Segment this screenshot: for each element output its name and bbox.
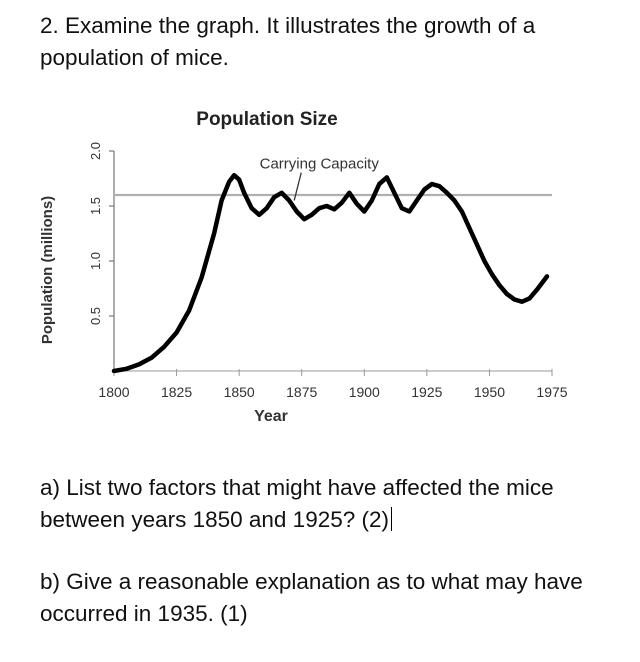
y-tick-label: 2.0 bbox=[88, 142, 103, 160]
question-a-text: a) List two factors that might have affe… bbox=[40, 475, 554, 532]
carrying-capacity-label: Carrying Capacity bbox=[260, 156, 380, 173]
y-axis-label: Population (millions) bbox=[39, 196, 56, 344]
x-tick-label: 1900 bbox=[349, 384, 380, 400]
y-tick-label: 1.0 bbox=[88, 252, 103, 270]
question-b: b) Give a reasonable explanation as to w… bbox=[40, 569, 583, 626]
y-tick-label: 0.5 bbox=[88, 307, 103, 325]
y-tick-group: 0.5 1.0 1.5 2.0 bbox=[88, 142, 114, 325]
x-tick-group: 1800 1825 1850 1875 1900 1925 1950 1975 bbox=[98, 369, 568, 400]
x-tick-label: 1950 bbox=[474, 384, 505, 400]
text-cursor bbox=[391, 507, 393, 531]
carrying-capacity-pointer bbox=[293, 172, 302, 201]
y-tick-label: 1.5 bbox=[88, 197, 103, 215]
population-chart: Population Size Population (millions) 0.… bbox=[39, 109, 568, 425]
x-tick-label: 1800 bbox=[98, 384, 129, 400]
question-a: a) List two factors that might have affe… bbox=[40, 472, 630, 536]
x-axis-label: Year bbox=[254, 408, 288, 425]
question-prompt: 2. Examine the graph. It illustrates the… bbox=[40, 13, 536, 70]
x-tick-label: 1825 bbox=[161, 384, 192, 400]
x-tick-label: 1925 bbox=[411, 384, 442, 400]
chart-title: Population Size bbox=[196, 109, 337, 130]
x-tick-label: 1975 bbox=[536, 384, 567, 400]
population-curve bbox=[111, 172, 550, 374]
x-tick-label: 1875 bbox=[286, 384, 317, 400]
x-tick-label: 1850 bbox=[224, 384, 255, 400]
